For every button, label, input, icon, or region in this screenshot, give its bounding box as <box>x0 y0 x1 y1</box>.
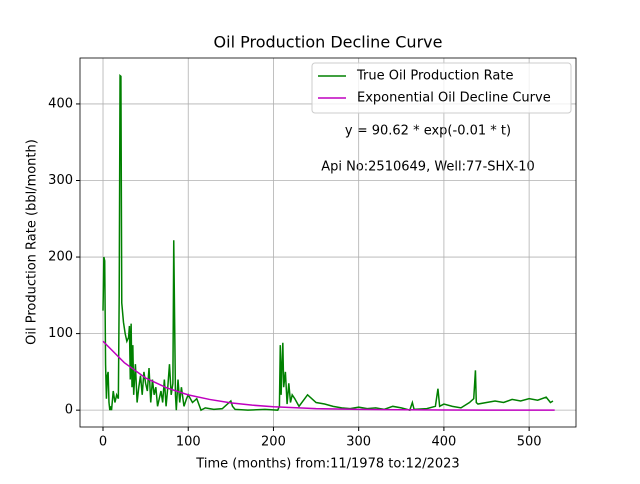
x-tick-label: 300 <box>346 435 371 450</box>
y-tick-label: 300 <box>48 173 73 188</box>
legend-label: Exponential Oil Decline Curve <box>357 91 551 106</box>
x-tick-label: 500 <box>517 435 542 450</box>
y-tick-label: 100 <box>48 326 73 341</box>
x-axis-label: Time (months) from:11/1978 to:12/2023 <box>195 457 459 472</box>
legend-label: True Oil Production Rate <box>356 69 513 84</box>
x-tick-label: 100 <box>176 435 201 450</box>
y-tick-label: 0 <box>65 403 73 418</box>
x-tick-label: 0 <box>99 435 107 450</box>
data-line <box>102 73 554 412</box>
y-axis-label: Oil Production Rate (bbl/month) <box>25 139 40 345</box>
annotation: Api No:2510649, Well:77-SHX-10 <box>321 160 535 175</box>
legend-box <box>311 62 572 114</box>
data-line <box>102 340 555 411</box>
annotation: y = 90.62 * exp(-0.01 * t) <box>345 124 511 139</box>
y-tick-label: 200 <box>48 250 73 265</box>
chart-title: Oil Production Decline Curve <box>214 33 443 52</box>
plot-frame <box>79 57 577 428</box>
y-tick-label: 400 <box>48 96 73 111</box>
x-tick-label: 200 <box>261 435 286 450</box>
x-tick-label: 400 <box>431 435 456 450</box>
